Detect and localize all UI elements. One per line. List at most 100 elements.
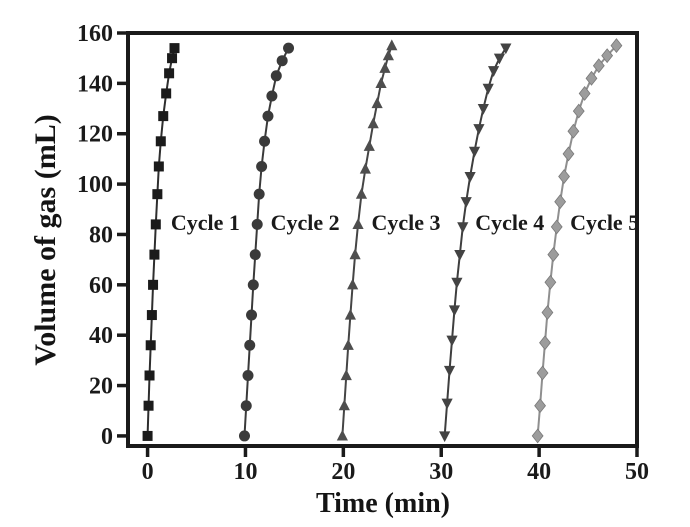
series-cycle-1 [142,43,180,441]
x-tick-label: 10 [233,459,257,485]
square-marker-icon [144,370,155,381]
circle-marker-icon [253,188,265,200]
x-tick-label: 0 [142,459,154,485]
circle-marker-icon [251,218,263,230]
circle-marker-icon [242,369,254,381]
y-tick-label: 40 [89,323,113,349]
triangle-down-marker-icon [446,335,458,347]
triangle-up-marker-icon [363,140,375,151]
diamond-marker-icon [544,274,557,290]
diamond-marker-icon [534,398,547,414]
diamond-marker-icon [610,38,623,54]
triangle-down-marker-icon [473,124,485,135]
diamond-marker-icon [547,247,560,263]
triangle-up-marker-icon [386,39,398,51]
triangle-down-marker-icon [493,53,506,65]
square-marker-icon [164,68,175,79]
diamond-marker-icon [536,365,549,381]
series-cycle-2 [238,42,295,442]
x-tick-label: 30 [429,459,453,485]
diamond-marker-icon [578,85,591,101]
circle-marker-icon [259,135,271,147]
y-tick-label: 140 [77,71,113,97]
annotation-cycle-4: Cycle 4 [475,210,544,235]
series-line [536,44,618,437]
square-marker-icon [148,279,159,290]
triangle-down-marker-icon [448,305,461,317]
triangle-up-marker-icon [344,308,356,320]
diamond-marker-icon [541,305,554,320]
series-layer: Cycle 1 Cycle 2 Cycle 3 Cycle 4 Cycle 5 [142,38,639,444]
series-line [146,47,176,436]
x-axis-title: Time (min) [316,488,450,519]
circle-marker-icon [256,160,268,172]
y-axis-title: Volume of gas (mL) [29,114,62,365]
square-marker-icon [145,340,156,351]
triangle-up-marker-icon [340,369,352,381]
circle-marker-icon [266,90,278,102]
x-tick-label: 50 [625,459,649,485]
diamond-marker-icon [558,169,570,184]
triangle-up-marker-icon [355,187,368,199]
diamond-marker-icon [572,103,585,119]
square-marker-icon [153,161,164,172]
square-marker-icon [167,53,178,64]
circle-marker-icon [249,249,261,261]
series-cycle-5 [531,38,623,444]
circle-marker-icon [247,279,259,291]
triangle-up-marker-icon [359,162,371,174]
triangle-up-marker-icon [382,49,394,61]
square-marker-icon [161,88,172,99]
y-tick-label: 80 [89,222,113,248]
triangle-up-marker-icon [367,117,379,129]
diamond-marker-icon [585,70,598,86]
annotation-cycle-1: Cycle 1 [171,210,240,235]
diamond-marker-icon [539,335,551,351]
triangle-up-marker-icon [371,97,383,109]
circle-marker-icon [238,430,250,442]
triangle-up-marker-icon [375,77,387,88]
circle-marker-icon [283,42,295,54]
diamond-marker-icon [562,146,575,162]
square-marker-icon [142,430,153,441]
diamond-marker-icon [601,48,614,64]
plot-frame [126,31,639,448]
y-tick-label: 20 [89,374,113,400]
diamond-marker-icon [531,428,544,444]
triangle-up-marker-icon [352,218,364,229]
series-line [243,47,290,436]
annotation-cycle-5: Cycle 5 [570,210,639,235]
triangle-down-marker-icon [457,222,469,234]
triangle-up-marker-icon [338,399,350,411]
triangle-down-marker-icon [482,83,494,95]
square-marker-icon [155,136,166,147]
triangle-down-marker-icon [443,365,456,377]
square-marker-icon [149,249,160,260]
y-tick-label: 160 [77,21,113,47]
circle-marker-icon [244,339,256,351]
triangle-down-marker-icon [460,197,472,208]
triangle-down-marker-icon [468,146,481,158]
series-cycle-3 [336,39,398,441]
triangle-up-marker-icon [342,339,354,350]
triangle-down-marker-icon [439,431,451,443]
y-tick-label: 60 [89,273,113,299]
triangle-down-marker-icon [500,43,512,55]
diamond-marker-icon [567,123,580,139]
triangle-down-marker-icon [441,398,453,410]
series-cycle-4 [439,43,512,443]
series-line [443,47,507,437]
circle-marker-icon [262,110,274,122]
square-marker-icon [150,219,161,230]
triangle-up-marker-icon [336,429,348,441]
square-marker-icon [143,400,154,411]
circle-marker-icon [276,55,288,67]
diamond-marker-icon [550,219,563,235]
y-tick-label: 0 [101,424,113,450]
triangle-up-marker-icon [347,278,359,290]
y-tick-label: 120 [77,122,113,148]
circle-marker-icon [246,309,258,321]
